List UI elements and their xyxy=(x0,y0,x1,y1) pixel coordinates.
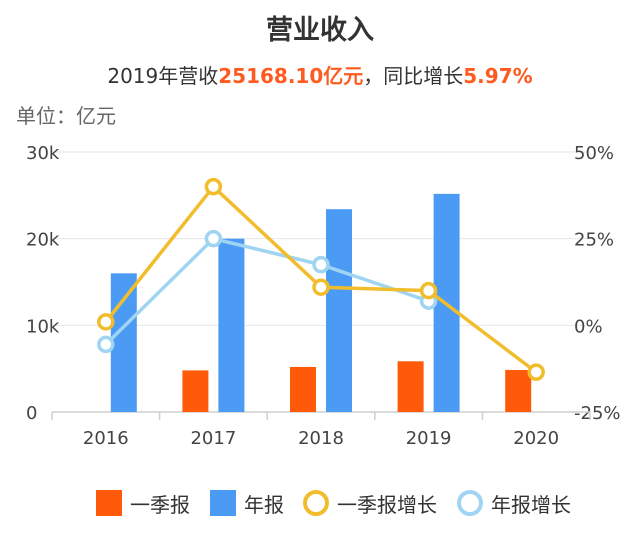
unit-label: 单位：亿元 xyxy=(16,104,116,128)
bar-q1 xyxy=(505,369,532,412)
legend-swatch-q1 xyxy=(96,490,122,516)
legend-label-annual-growth: 年报增长 xyxy=(491,492,571,517)
legend-label-q1-growth: 一季报增长 xyxy=(337,492,437,517)
subtitle-growth-value: 5.97% xyxy=(463,64,533,88)
point-annual-growth xyxy=(97,335,115,354)
legend-swatch-annual-growth xyxy=(457,490,483,516)
point-annual-growth xyxy=(204,229,223,248)
point-annual-growth xyxy=(312,255,330,274)
chart-subtitle: 2019年营收25168.10亿元，同比增长5.97% xyxy=(0,60,640,89)
bar-q1 xyxy=(290,366,316,412)
subtitle-revenue-value: 25168.10亿元 xyxy=(218,64,364,88)
subtitle-prefix: 2019年营收 xyxy=(107,64,219,88)
bar-annual xyxy=(218,238,245,412)
y-tick-label-right: 0% xyxy=(574,316,603,337)
point-q1-growth xyxy=(97,313,115,331)
bar-q1 xyxy=(397,361,424,412)
point-q1-growth xyxy=(527,363,545,381)
x-tick-label: 2019 xyxy=(406,428,452,449)
chart-title: 营业收入 xyxy=(266,15,374,46)
legend-swatch-q1-growth xyxy=(303,490,329,516)
subtitle-mid: ，同比增长 xyxy=(363,64,464,88)
y-tick-label-left: 20k xyxy=(26,230,60,251)
point-q1-growth xyxy=(204,177,223,196)
x-tick-label: 2018 xyxy=(298,428,344,449)
y-tick-label-left: 0 xyxy=(26,403,37,424)
legend-label-q1: 一季报 xyxy=(130,492,190,517)
legend-item-q1[interactable]: 一季报 xyxy=(96,485,190,521)
y-tick-label-left: 10k xyxy=(26,316,60,337)
bar-annual xyxy=(326,209,352,412)
legend-item-annual-growth[interactable]: 年报增长 xyxy=(457,485,571,521)
legend-label-annual: 年报 xyxy=(244,492,284,517)
x-tick-label: 2017 xyxy=(190,428,236,449)
legend: 一季报 年报 一季报增长 年报增长 xyxy=(0,485,640,521)
legend-swatch-annual xyxy=(210,490,236,516)
y-tick-label-right: 50% xyxy=(574,143,614,164)
y-tick-label-right: 25% xyxy=(574,230,614,251)
legend-item-annual[interactable]: 年报 xyxy=(210,485,284,521)
point-q1-growth xyxy=(312,278,330,296)
bar-q1 xyxy=(182,370,209,412)
legend-item-q1-growth[interactable]: 一季报增长 xyxy=(303,485,437,521)
y-tick-label-left: 30k xyxy=(26,143,60,164)
bar-annual xyxy=(110,273,137,412)
point-q1-growth xyxy=(419,281,438,300)
line-annual-growth xyxy=(104,236,430,346)
y-tick-label-right: -25% xyxy=(574,403,621,424)
x-tick-label: 2016 xyxy=(83,428,129,449)
x-tick-label: 2020 xyxy=(513,428,559,449)
